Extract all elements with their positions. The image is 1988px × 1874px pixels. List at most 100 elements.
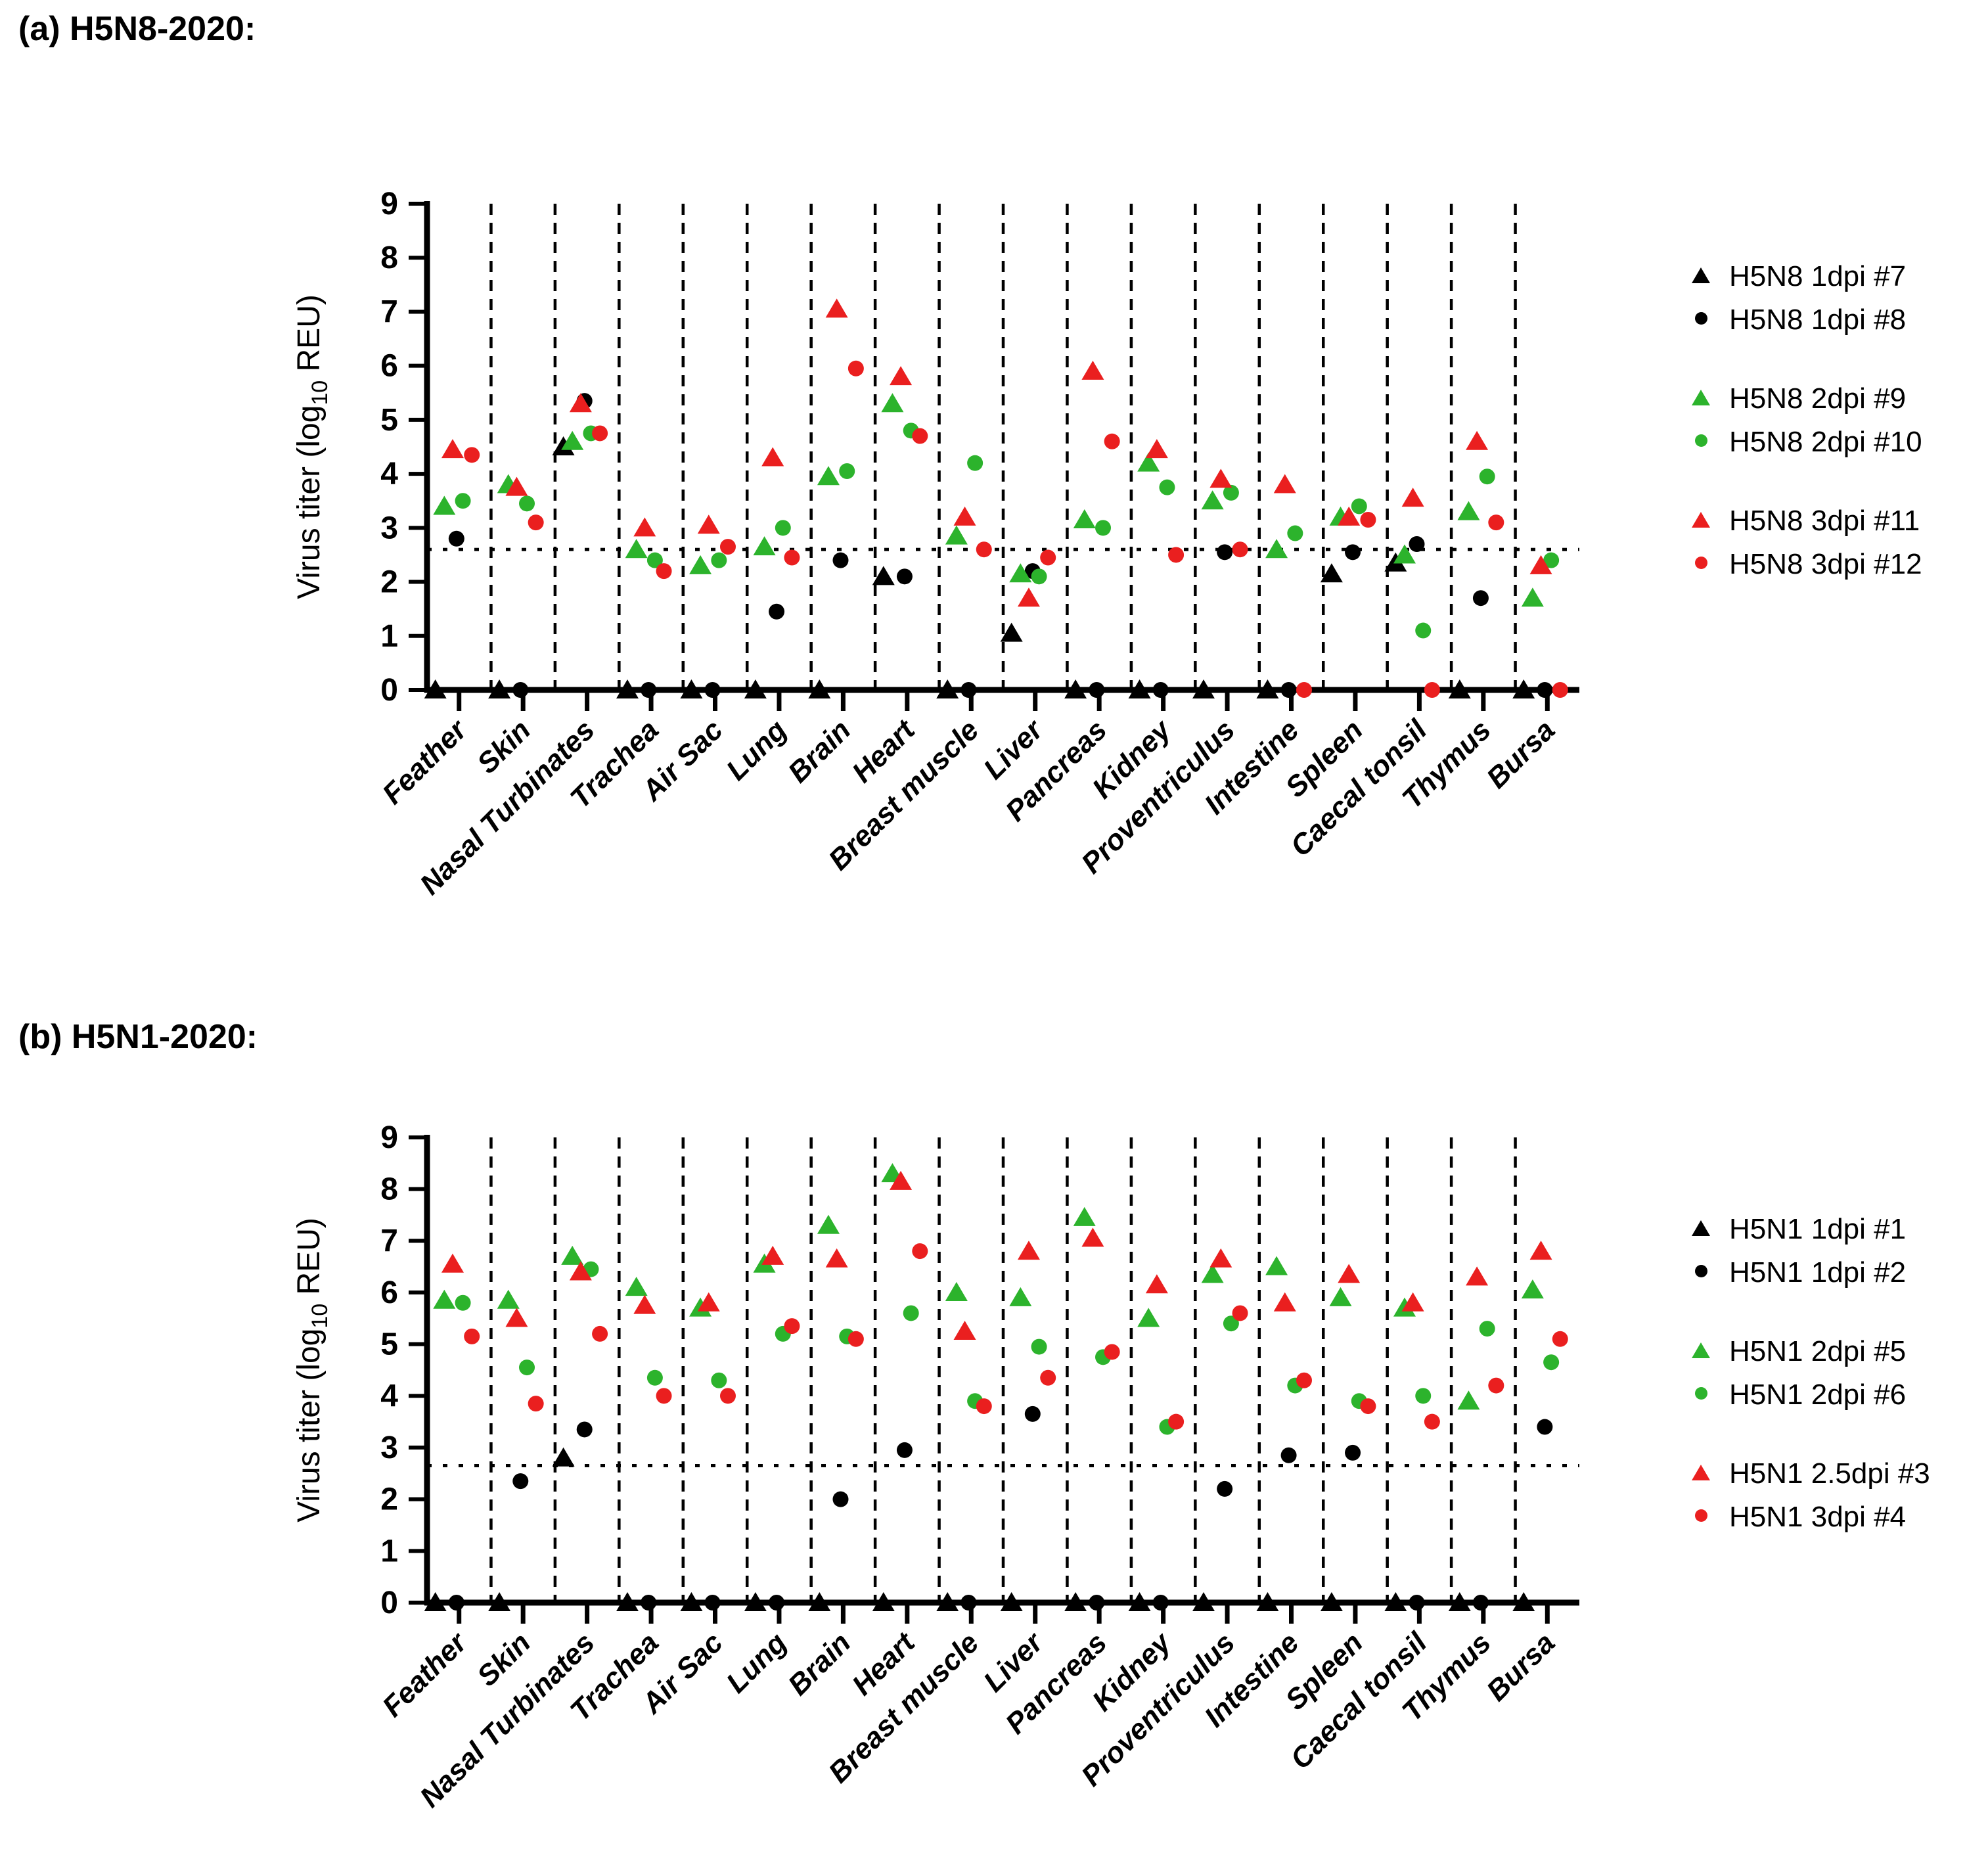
legend-item-label: H5N1 2dpi #5	[1729, 1335, 1907, 1367]
data-point	[1488, 514, 1504, 531]
data-point	[1415, 1388, 1432, 1404]
data-point	[528, 1396, 544, 1412]
data-point	[896, 568, 913, 585]
data-point	[1543, 552, 1560, 568]
data-point	[1073, 1206, 1096, 1226]
data-point	[497, 1289, 520, 1309]
data-point	[1529, 1241, 1552, 1260]
data-point	[936, 1592, 959, 1611]
data-point	[1256, 679, 1279, 698]
data-point	[1273, 1292, 1296, 1312]
data-point	[433, 1289, 456, 1309]
data-point	[967, 455, 983, 471]
data-point	[1338, 506, 1361, 526]
data-point	[1466, 1266, 1489, 1286]
legend-item-label: H5N8 3dpi #12	[1729, 548, 1922, 580]
data-point	[592, 1325, 608, 1342]
data-point	[1209, 1248, 1232, 1268]
data-point	[808, 679, 831, 698]
data-point	[625, 539, 648, 559]
data-point	[832, 1491, 849, 1507]
y-axis-title: Virus titer (log10 REU)	[292, 1218, 332, 1522]
triangle-marker-icon	[1690, 1220, 1712, 1239]
legend-item: H5N1 1dpi #1	[1690, 1208, 1985, 1251]
legend-item-label: H5N1 2dpi #6	[1729, 1379, 1907, 1411]
data-point	[1457, 1390, 1480, 1410]
legend-item-label: H5N8 1dpi #8	[1729, 304, 1907, 336]
data-point	[808, 1592, 831, 1611]
legend-item: H5N8 3dpi #11	[1690, 499, 1985, 543]
data-point	[1000, 1592, 1023, 1611]
y-tick-label: 8	[380, 1172, 398, 1207]
data-point	[1232, 1305, 1248, 1321]
data-point	[784, 1318, 800, 1335]
data-point	[769, 603, 785, 620]
data-point	[711, 1372, 727, 1388]
data-point	[1000, 622, 1023, 642]
data-point	[552, 436, 575, 455]
data-point	[744, 1592, 767, 1611]
data-point	[1360, 1398, 1376, 1415]
data-point	[1415, 622, 1432, 639]
data-point	[552, 1447, 575, 1467]
data-point	[847, 360, 864, 377]
data-point	[847, 1331, 864, 1347]
data-point	[1152, 682, 1169, 698]
data-point	[1064, 679, 1087, 698]
data-point	[505, 476, 528, 496]
data-point	[505, 1308, 528, 1327]
data-point	[976, 541, 992, 558]
data-point	[1192, 1592, 1215, 1611]
data-point	[512, 682, 529, 698]
data-point	[1409, 536, 1425, 552]
data-point	[775, 520, 791, 536]
data-point	[1409, 1595, 1425, 1611]
circle-marker-icon	[1690, 1387, 1712, 1403]
x-category-label: Feather	[376, 1625, 474, 1723]
data-point	[1265, 539, 1288, 559]
data-point	[1031, 1338, 1047, 1355]
legend-item: H5N8 1dpi #8	[1690, 298, 1985, 342]
y-tick-label: 5	[380, 1327, 398, 1362]
data-point	[903, 1305, 919, 1321]
data-point	[528, 514, 544, 531]
legend-item: H5N1 2dpi #5	[1690, 1330, 1985, 1373]
data-point	[719, 1388, 736, 1404]
data-point	[960, 682, 977, 698]
data-point	[616, 1592, 639, 1611]
circle-marker-icon	[1690, 1265, 1712, 1281]
data-point	[1217, 544, 1233, 560]
data-point	[569, 1261, 592, 1281]
y-tick-label: 3	[380, 511, 398, 545]
panel-a-title: (a) H5N8-2020:	[18, 10, 256, 48]
y-tick-label: 1	[380, 619, 398, 654]
x-category-label: Bursa	[1481, 1626, 1562, 1707]
x-category-label: Brain	[782, 714, 857, 788]
y-axis-title: Virus titer (log10 REU)	[292, 294, 332, 599]
legend-item-label: H5N8 2dpi #10	[1729, 426, 1922, 458]
legend-item: H5N1 3dpi #4	[1690, 1496, 1985, 1539]
data-point	[1512, 1592, 1535, 1611]
data-point	[1401, 1292, 1424, 1312]
data-point	[953, 506, 976, 526]
y-tick-label: 9	[380, 187, 398, 221]
data-point	[1296, 1372, 1312, 1388]
data-point	[424, 1592, 447, 1611]
data-point	[1017, 587, 1040, 607]
data-point	[455, 493, 471, 509]
data-point	[1089, 682, 1105, 698]
data-point	[896, 1442, 913, 1458]
data-point	[519, 1360, 535, 1376]
data-point	[1345, 544, 1361, 560]
legend-item-label: H5N8 3dpi #11	[1729, 505, 1920, 537]
data-point	[872, 566, 895, 585]
y-tick-label: 2	[380, 1482, 398, 1517]
data-point	[1466, 430, 1489, 450]
data-point	[1360, 512, 1376, 528]
data-point	[1223, 484, 1239, 501]
legend-panel-b: H5N1 1dpi #1 H5N1 1dpi #2 H5N1 2dpi #5 H5N1…	[1690, 1208, 1985, 1539]
data-point	[1017, 1241, 1040, 1260]
data-point	[592, 425, 608, 442]
data-point	[825, 298, 848, 318]
